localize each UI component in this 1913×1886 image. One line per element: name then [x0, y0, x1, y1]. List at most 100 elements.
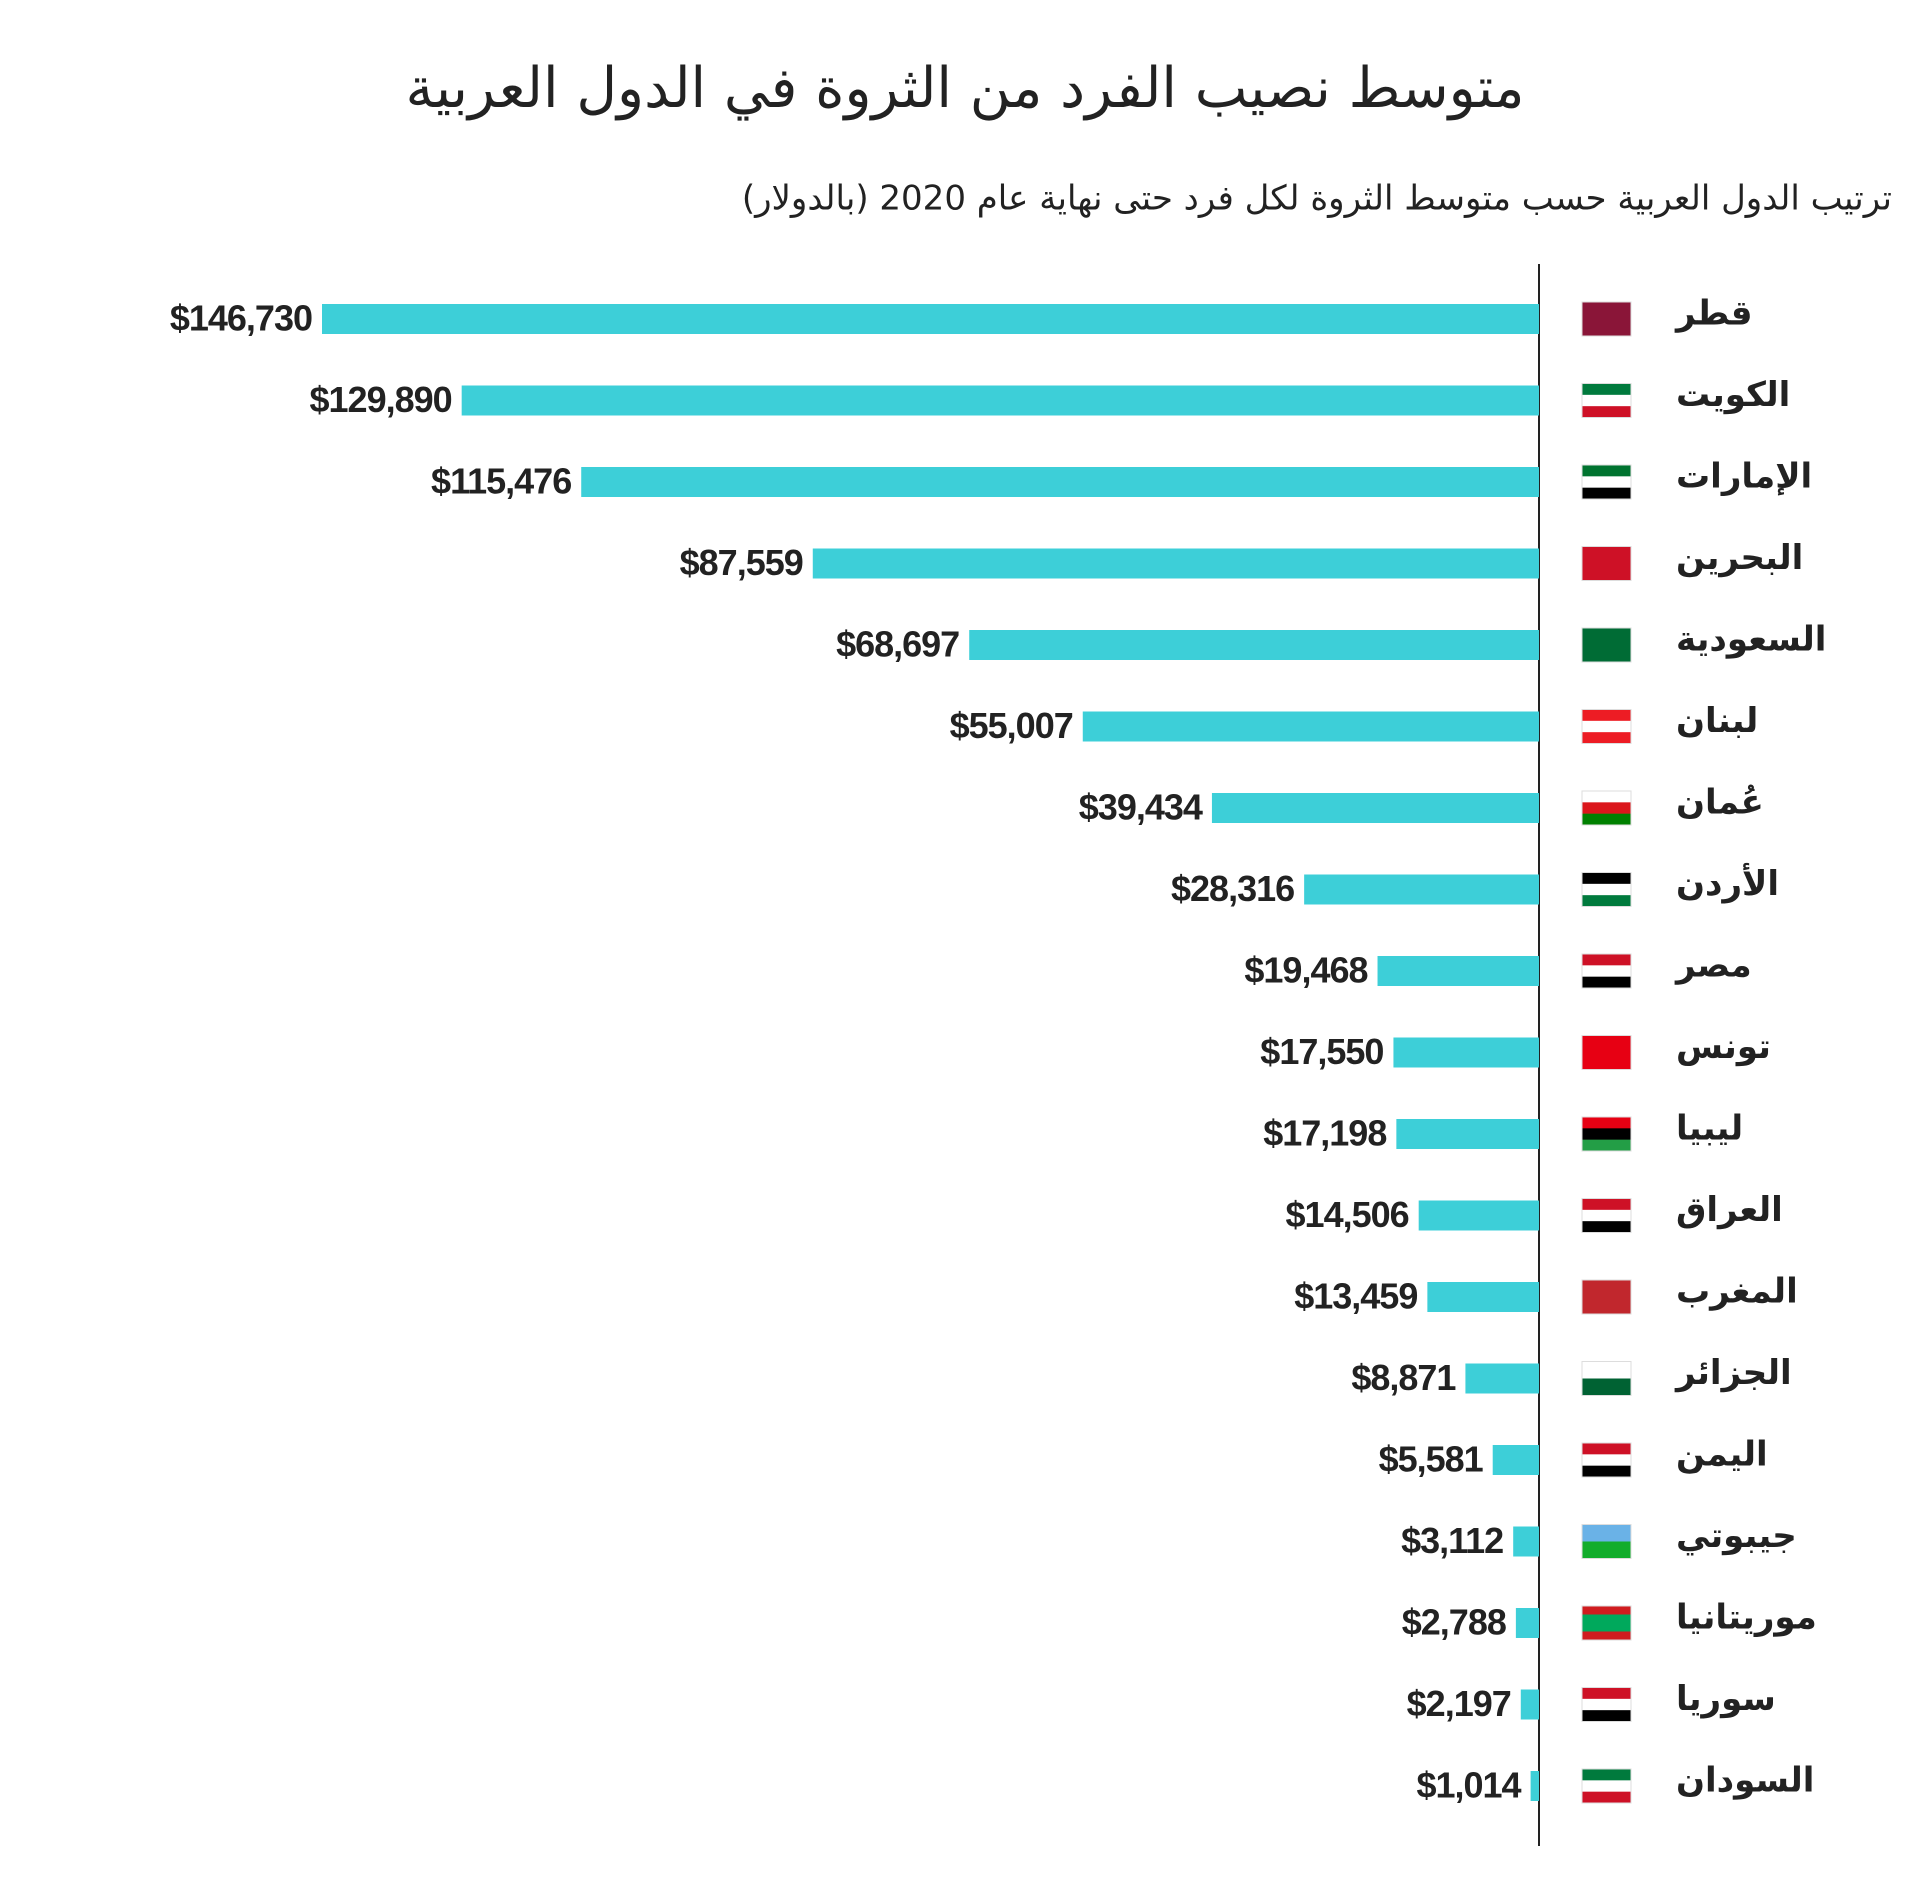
value-label: $2,197: [1407, 1683, 1511, 1724]
bar: [1418, 1200, 1539, 1231]
flag-stripe: [1582, 1454, 1631, 1466]
flag-border: [1581, 1361, 1632, 1396]
bar: [1515, 1608, 1539, 1638]
category-label: عُمان: [1676, 783, 1764, 823]
flag-stripe: [1582, 883, 1631, 896]
flag-border: [1581, 464, 1632, 500]
flag-stripe: [1582, 1280, 1631, 1315]
value-label: $129,890: [310, 379, 452, 420]
flag-border: [1581, 1198, 1632, 1233]
flag-stripe: [1582, 965, 1631, 977]
flag: [1581, 1442, 1632, 1478]
bar: [1377, 956, 1539, 986]
category-label: الجزائر: [1674, 1353, 1792, 1393]
flag-stripe: [1582, 1698, 1631, 1711]
value-label: $39,434: [1079, 787, 1203, 828]
flag-border: [1581, 709, 1632, 744]
flag-border: [1581, 301, 1632, 337]
flag: [1581, 627, 1632, 663]
flag-stripe: [1582, 1687, 1631, 1700]
flag-stripe: [1582, 1631, 1631, 1641]
flag-stripe: [1582, 976, 1631, 989]
category-label: العراق: [1676, 1190, 1783, 1230]
flag-stripe: [1582, 1465, 1631, 1478]
flag-stripe: [1582, 1606, 1631, 1615]
value-label: $55,007: [950, 705, 1073, 746]
bar: [581, 467, 1539, 497]
flag-stripe: [1582, 383, 1631, 396]
flag-stripe: [1582, 1198, 1631, 1211]
flag: [1581, 464, 1632, 500]
value-label: $19,468: [1244, 950, 1367, 991]
flag: [1581, 1035, 1632, 1070]
flag-border: [1581, 1279, 1632, 1315]
flag: [1581, 301, 1632, 337]
value-label: $87,559: [680, 542, 803, 583]
flag-stripe: [1582, 476, 1631, 488]
flag-border: [1581, 383, 1632, 418]
value-label: $17,550: [1260, 1031, 1383, 1072]
bar: [1520, 1689, 1539, 1720]
flag-border: [1581, 1768, 1632, 1804]
flag-border: [1581, 790, 1632, 826]
bar: [1465, 1363, 1539, 1394]
bar: [1492, 1445, 1539, 1475]
bar: [969, 630, 1539, 660]
flag: [1581, 1768, 1632, 1804]
flag-border: [1581, 546, 1632, 581]
flag: [1581, 546, 1632, 581]
flag: [1581, 1279, 1632, 1315]
category-label: تونس: [1676, 1027, 1771, 1067]
flag-border: [1581, 1687, 1632, 1722]
flag-border: [1581, 1442, 1632, 1478]
value-label: $17,198: [1263, 1113, 1386, 1154]
flag: [1581, 1524, 1632, 1559]
flag: [1581, 790, 1632, 826]
flag: [1581, 383, 1632, 418]
category-label: سوريا: [1676, 1679, 1776, 1719]
flag-border: [1581, 872, 1632, 907]
chart-subtitle: ترتيب الدول العربية حسب متوسط الثروة لكل…: [742, 179, 1892, 219]
category-label: قطر: [1674, 294, 1753, 334]
flag-stripe: [1582, 1128, 1631, 1140]
flag-stripe: [1582, 1221, 1631, 1233]
value-label: $68,697: [836, 624, 959, 665]
flag-stripe: [1582, 1035, 1631, 1070]
flag-stripe: [1582, 1614, 1631, 1624]
bar: [812, 548, 1539, 579]
flag-stripe: [1582, 487, 1631, 500]
bar: [1396, 1119, 1539, 1149]
flag: [1581, 872, 1632, 907]
category-label: المغرب: [1676, 1272, 1798, 1312]
flag-stripe: [1582, 720, 1631, 733]
bar: [1393, 1037, 1539, 1068]
flag: [1581, 1361, 1632, 1396]
value-label: $1,014: [1416, 1765, 1521, 1806]
flag-stripe: [1582, 709, 1631, 722]
category-label: ليبيا: [1676, 1109, 1743, 1149]
flag-stripe: [1582, 1117, 1631, 1129]
flag: [1581, 1605, 1632, 1641]
category-label: الإمارات: [1676, 457, 1812, 497]
flag: [1581, 1687, 1632, 1722]
flag-stripe: [1582, 394, 1631, 407]
flag-stripe: [1582, 1361, 1631, 1379]
bar: [1530, 1771, 1539, 1801]
flag-stripe: [1582, 802, 1631, 814]
category-label: جيبوتي: [1676, 1516, 1797, 1556]
flag-border: [1581, 953, 1632, 989]
flag-stripe: [1582, 1710, 1631, 1722]
flag-stripe: [1582, 954, 1631, 966]
flag-border: [1581, 627, 1632, 663]
category-label: البحرين: [1676, 538, 1803, 578]
category-label: لبنان: [1676, 701, 1758, 741]
flag-stripe: [1582, 791, 1631, 803]
bar: [1211, 793, 1539, 823]
value-label: $115,476: [431, 461, 571, 502]
value-label: $3,112: [1401, 1520, 1503, 1561]
value-label: $14,506: [1286, 1194, 1409, 1235]
flag-stripe: [1582, 546, 1631, 581]
flag: [1581, 1116, 1632, 1152]
flag-stripe: [1582, 872, 1631, 885]
